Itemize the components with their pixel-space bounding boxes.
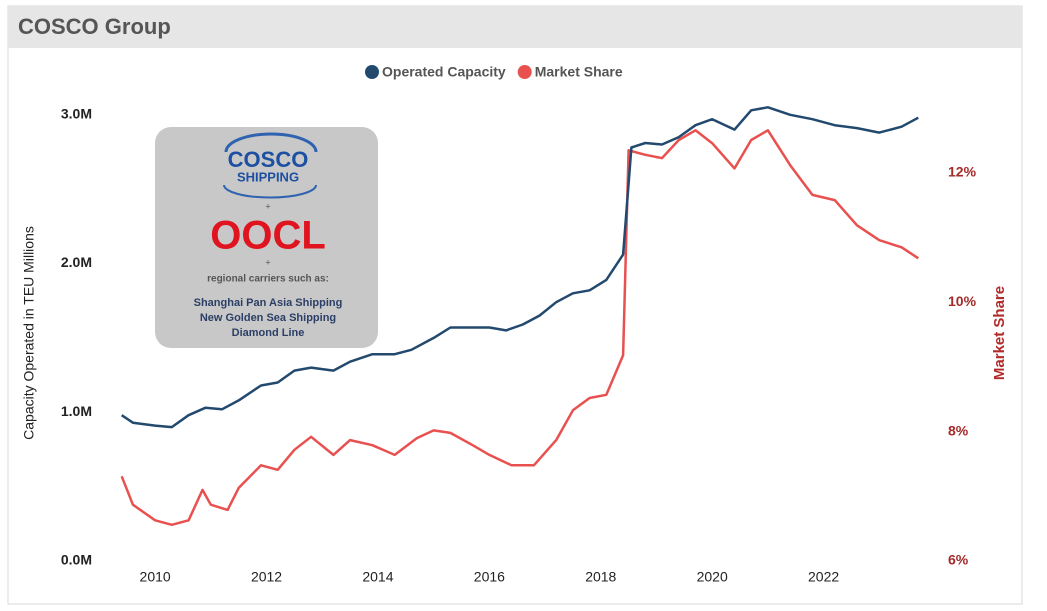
logo-box: COSCO SHIPPING + OOCL + regional carrier… <box>155 127 378 348</box>
y-tick-label: 3.0M <box>61 105 92 121</box>
logo-text: New Golden Sea Shipping <box>200 312 336 324</box>
logo-text: + <box>265 257 270 267</box>
logo-text: + <box>265 201 270 211</box>
y2-tick-label: 12% <box>948 164 977 180</box>
logo-text: Diamond Line <box>232 327 305 339</box>
x-tick-label: 2016 <box>474 569 505 585</box>
y-axis-title: Capacity Operated in TEU Millions <box>21 226 37 440</box>
header-bar <box>8 6 1022 48</box>
x-tick-label: 2014 <box>362 569 393 585</box>
chart-title: COSCO Group <box>18 14 171 39</box>
logo-arc <box>224 132 318 153</box>
y2-tick-label: 6% <box>948 552 969 568</box>
y2-tick-label: 10% <box>948 293 977 309</box>
x-tick-label: 2018 <box>585 569 616 585</box>
logo-arc <box>223 184 317 199</box>
y-tick-label: 2.0M <box>61 254 92 270</box>
logo-text: regional carriers such as: <box>207 274 329 285</box>
legend-swatch <box>365 65 379 79</box>
logo-background <box>155 127 378 348</box>
line-series <box>120 129 919 527</box>
logo-text: SHIPPING <box>237 169 299 184</box>
legend-label: Market Share <box>535 64 623 80</box>
y2-axis-title: Market Share <box>991 286 1008 380</box>
legend-label: Operated Capacity <box>382 64 506 80</box>
legend-swatch <box>517 65 532 79</box>
x-tick-label: 2020 <box>697 569 728 585</box>
logo-text: Shanghai Pan Asia Shipping <box>194 297 343 309</box>
x-tick-label: 2012 <box>251 569 282 585</box>
y-tick-label: 1.0M <box>61 403 92 419</box>
logo-text: COSCO <box>228 147 309 172</box>
x-tick-label: 2010 <box>140 569 171 585</box>
logo-text: OOCL <box>210 214 326 258</box>
x-tick-label: 2022 <box>808 569 839 585</box>
line-series <box>121 106 919 429</box>
y2-tick-label: 8% <box>948 422 969 438</box>
y-tick-label: 0.0M <box>61 552 92 568</box>
